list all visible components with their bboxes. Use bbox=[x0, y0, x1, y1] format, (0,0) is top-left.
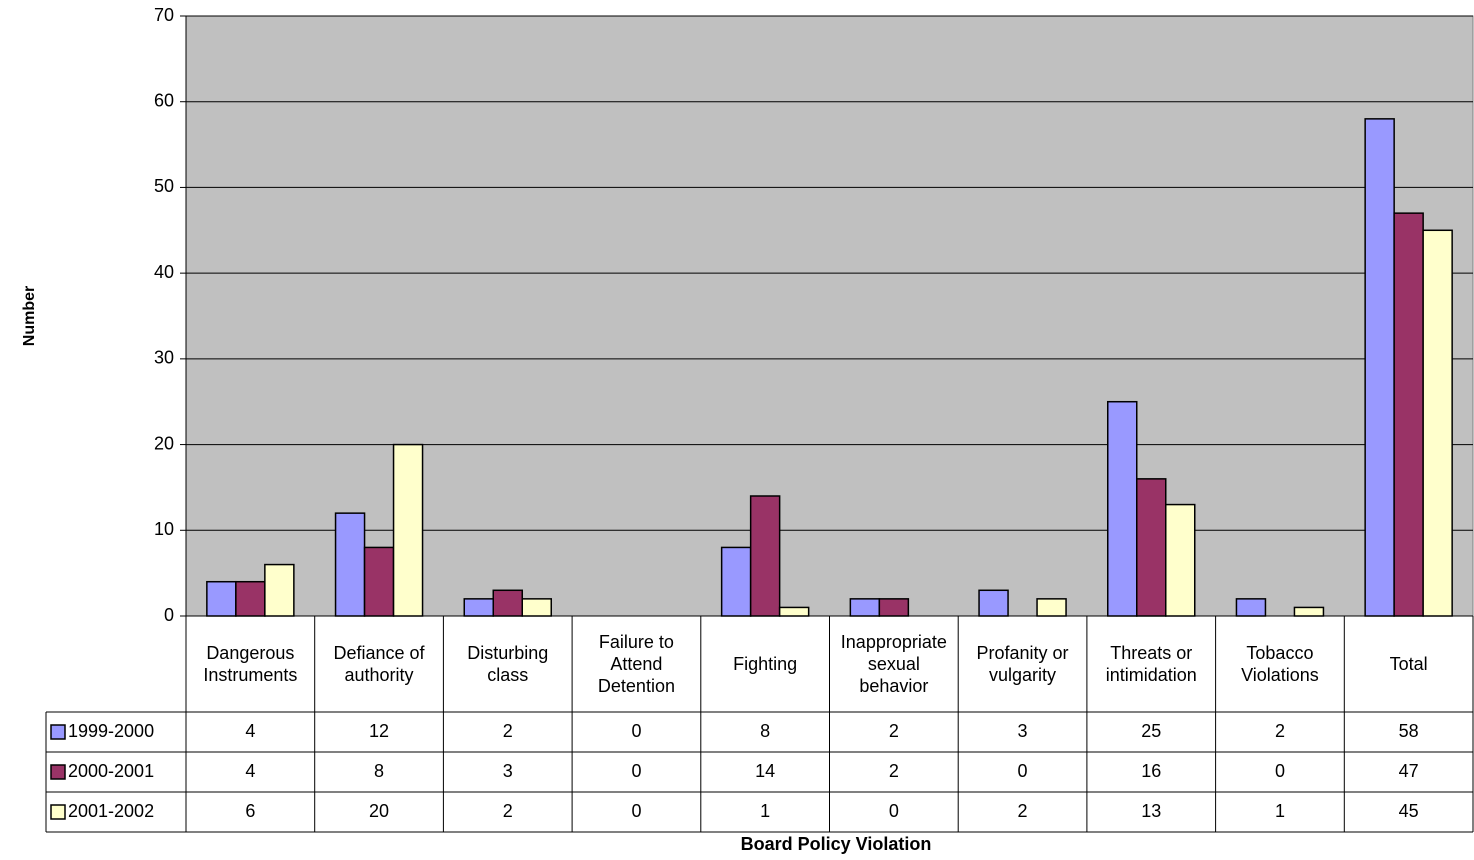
y-tick-label: 60 bbox=[154, 90, 174, 110]
bar bbox=[1293, 606, 1325, 617]
x-tick-label: Threats or intimidation bbox=[1105, 643, 1197, 685]
bar bbox=[1235, 598, 1267, 617]
legend-swatch bbox=[50, 764, 66, 780]
bar bbox=[878, 598, 910, 617]
bar bbox=[978, 589, 1009, 617]
x-tick-label: Total bbox=[1389, 654, 1428, 674]
table-value: 47 bbox=[1399, 761, 1419, 781]
bar bbox=[1165, 503, 1196, 617]
bar bbox=[1107, 400, 1138, 617]
bar bbox=[521, 598, 552, 617]
x-tick-label: Tobacco Violations bbox=[1241, 643, 1319, 685]
bar bbox=[1422, 229, 1453, 617]
table-value: 0 bbox=[1018, 761, 1028, 781]
bar bbox=[849, 598, 881, 617]
x-tick-label: Failure to Attend Detention bbox=[597, 632, 675, 696]
legend-swatch bbox=[50, 724, 66, 740]
x-axis-label: Board Policy Violation bbox=[741, 834, 932, 854]
y-tick-label: 20 bbox=[154, 433, 174, 453]
table-value: 2 bbox=[1018, 801, 1028, 821]
table-value: 6 bbox=[245, 801, 255, 821]
x-tick-label: Fighting bbox=[733, 654, 798, 674]
bar bbox=[363, 546, 395, 617]
table-value: 0 bbox=[889, 801, 899, 821]
bar bbox=[392, 443, 424, 617]
table-value: 1 bbox=[1275, 801, 1285, 821]
bar bbox=[1364, 118, 1395, 617]
table-value: 58 bbox=[1399, 721, 1419, 741]
table-value: 12 bbox=[369, 721, 389, 741]
table-value: 2 bbox=[503, 801, 513, 821]
table-value: 0 bbox=[1275, 761, 1285, 781]
table-value: 3 bbox=[503, 761, 513, 781]
table-value: 4 bbox=[245, 721, 255, 741]
bar bbox=[264, 563, 295, 617]
table-value: 8 bbox=[374, 761, 384, 781]
table-value: 25 bbox=[1141, 721, 1161, 741]
table-value: 2 bbox=[503, 721, 513, 741]
legend-label: 2001-2002 bbox=[68, 801, 154, 821]
table-value: 13 bbox=[1141, 801, 1161, 821]
y-axis-label: Number bbox=[21, 286, 38, 346]
x-tick-label: Defiance of authority bbox=[333, 643, 425, 685]
table-value: 14 bbox=[755, 761, 775, 781]
bar bbox=[778, 606, 810, 617]
bar bbox=[1036, 598, 1067, 617]
table-value: 2 bbox=[889, 721, 899, 741]
table-value: 16 bbox=[1141, 761, 1161, 781]
legend-label: 2000-2001 bbox=[68, 761, 154, 781]
table-value: 2 bbox=[1275, 721, 1285, 741]
table-value: 20 bbox=[369, 801, 389, 821]
table-value: 0 bbox=[631, 721, 641, 741]
y-tick-label: 50 bbox=[154, 176, 174, 196]
bar bbox=[334, 512, 366, 617]
table-value: 8 bbox=[760, 721, 770, 741]
x-tick-label: Dangerous Instruments bbox=[203, 643, 298, 685]
y-tick-label: 70 bbox=[154, 5, 174, 25]
table-value: 3 bbox=[1018, 721, 1028, 741]
legend-swatch bbox=[50, 804, 66, 820]
bar bbox=[463, 598, 494, 617]
bar bbox=[206, 580, 237, 617]
y-tick-label: 0 bbox=[164, 605, 174, 625]
bar bbox=[749, 495, 781, 617]
y-tick-label: 30 bbox=[154, 348, 174, 368]
table-value: 1 bbox=[760, 801, 770, 821]
plot-area bbox=[185, 15, 1474, 617]
y-tick-label: 40 bbox=[154, 262, 174, 282]
bar bbox=[492, 589, 523, 617]
table-value: 4 bbox=[245, 761, 255, 781]
bar bbox=[1136, 478, 1167, 617]
table-value: 0 bbox=[631, 761, 641, 781]
legend-label: 1999-2000 bbox=[68, 721, 154, 741]
x-tick-label: Inappropriate sexual behavior bbox=[840, 632, 947, 696]
bar bbox=[1393, 212, 1424, 617]
table-value: 0 bbox=[631, 801, 641, 821]
x-tick-label: Profanity or vulgarity bbox=[976, 643, 1069, 685]
table-value: 2 bbox=[889, 761, 899, 781]
y-tick-label: 10 bbox=[154, 519, 174, 539]
table-value: 45 bbox=[1399, 801, 1419, 821]
bar bbox=[720, 546, 752, 617]
bar bbox=[235, 580, 266, 617]
x-tick-label: Disturbing class bbox=[467, 643, 549, 685]
